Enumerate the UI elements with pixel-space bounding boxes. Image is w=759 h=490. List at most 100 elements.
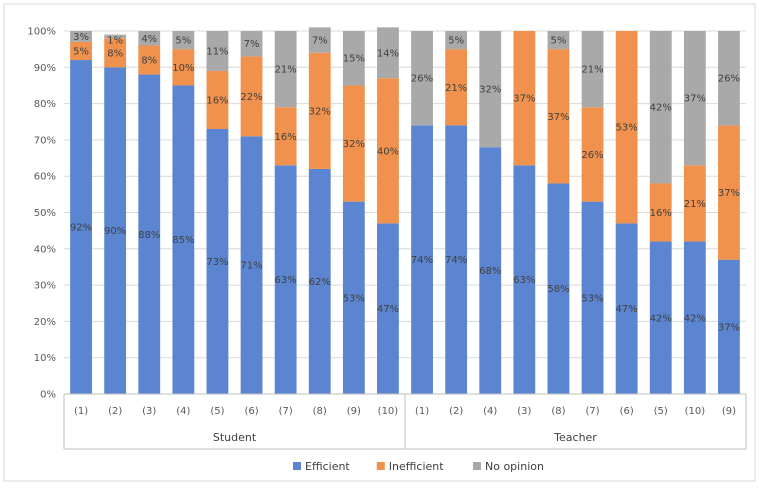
x-tick-label: (5) <box>210 406 224 417</box>
y-tick-label: 70% <box>34 135 56 146</box>
x-tick-label: (3) <box>142 406 156 417</box>
bar-segment-efficient <box>70 60 92 394</box>
bar-segment-no-opinion <box>377 27 399 79</box>
x-tick-label: (6) <box>244 406 258 417</box>
data-label: 71% <box>240 261 262 272</box>
bar-segment-efficient <box>683 241 706 394</box>
data-label: 16% <box>275 132 297 143</box>
bar-segment-inefficient <box>138 45 161 75</box>
data-label: 21% <box>684 199 706 210</box>
data-label: 22% <box>240 92 262 103</box>
y-tick-label: 30% <box>34 281 56 292</box>
data-label: 47% <box>616 304 638 315</box>
bar-segment-no-opinion <box>308 27 331 53</box>
data-label: 3% <box>73 32 89 43</box>
bar-segment-no-opinion <box>683 31 706 166</box>
data-label: 26% <box>411 74 433 85</box>
data-label: 37% <box>547 112 569 123</box>
data-label: 37% <box>513 94 535 105</box>
bar-segment-inefficient <box>308 52 331 169</box>
data-label: 7% <box>244 39 260 50</box>
x-tick-label: (9) <box>722 406 736 417</box>
x-tick-label: (7) <box>585 406 599 417</box>
bar-segment-inefficient <box>172 49 195 86</box>
bar-segment-inefficient <box>70 41 92 61</box>
x-tick-label: (6) <box>620 406 634 417</box>
data-label: 47% <box>377 304 399 315</box>
data-label: 53% <box>343 293 365 304</box>
y-tick-label: 0% <box>40 390 56 401</box>
bar-segment-inefficient <box>240 56 263 137</box>
legend: Efficient Inefficient No opinion <box>293 460 544 473</box>
x-tick-label: (2) <box>108 406 122 417</box>
bar-segment-efficient <box>206 129 229 394</box>
y-tick-label: 10% <box>34 353 56 364</box>
data-label: 5% <box>73 46 89 57</box>
data-label: 5% <box>551 36 567 47</box>
data-label: 21% <box>581 65 603 76</box>
x-tick-label: (9) <box>347 406 361 417</box>
bar-segment-no-opinion <box>342 31 365 86</box>
legend-label: Efficient <box>305 460 350 473</box>
legend-swatch <box>473 462 481 470</box>
bar-segment-efficient <box>445 125 468 394</box>
data-label: 63% <box>275 275 297 286</box>
data-label: 21% <box>445 83 467 94</box>
legend-label: Inefficient <box>389 460 444 473</box>
data-label: 26% <box>581 150 603 161</box>
x-tick-label: (8) <box>313 406 327 417</box>
bar-segment-no-opinion <box>479 31 502 148</box>
data-label: 32% <box>479 85 501 96</box>
bar-segment-no-opinion <box>206 31 229 71</box>
data-label: 37% <box>718 188 740 199</box>
bar-segment-inefficient <box>547 49 570 184</box>
bar-segment-inefficient <box>274 107 297 166</box>
bar-segment-efficient <box>172 85 195 394</box>
data-label: 92% <box>70 223 92 234</box>
group-label: Teacher <box>553 431 597 444</box>
bar-segment-no-opinion <box>70 31 92 42</box>
y-tick-label: 100% <box>27 27 56 38</box>
data-label: 90% <box>104 226 126 237</box>
bar-segment-efficient <box>308 168 331 394</box>
x-tick-label: (1) <box>415 406 429 417</box>
bar-segment-efficient <box>411 125 433 394</box>
data-label: 40% <box>377 146 399 157</box>
x-tick-label: (4) <box>483 406 497 417</box>
data-labels: 92%5%3%90%8%1%88%8%4%85%10%5%73%16%11%71… <box>70 32 740 333</box>
y-tick-label: 60% <box>34 172 56 183</box>
data-label: 37% <box>684 94 706 105</box>
bar-segment-efficient <box>342 201 365 394</box>
data-label: 15% <box>343 54 365 65</box>
data-label: 58% <box>547 284 569 295</box>
bar-segment-inefficient <box>649 183 672 242</box>
legend-label: No opinion <box>485 460 544 473</box>
x-tick-label: (10) <box>685 406 706 417</box>
bar-segment-efficient <box>479 147 502 394</box>
data-label: 4% <box>141 34 157 45</box>
data-label: 1% <box>107 36 123 47</box>
bar-segment-inefficient <box>377 78 399 224</box>
bar-segment-efficient <box>377 223 399 394</box>
data-label: 68% <box>479 266 501 277</box>
data-label: 42% <box>684 313 706 324</box>
bar-segment-efficient <box>138 74 161 394</box>
x-tick-label: (4) <box>176 406 190 417</box>
y-tick-label: 40% <box>34 244 56 255</box>
bar-segment-efficient <box>615 223 638 394</box>
bar-segment-efficient <box>240 136 263 394</box>
data-label: 8% <box>107 48 123 59</box>
data-label: 11% <box>206 46 228 57</box>
bar-segment-no-opinion <box>138 31 161 46</box>
bar-segment-no-opinion <box>240 31 263 57</box>
data-label: 37% <box>718 322 740 333</box>
bar-segment-no-opinion <box>104 34 127 39</box>
data-label: 42% <box>650 313 672 324</box>
bar-segment-no-opinion <box>274 31 297 108</box>
data-label: 16% <box>650 208 672 219</box>
bar-segment-inefficient <box>206 70 229 130</box>
data-label: 26% <box>718 74 740 85</box>
bar-segment-no-opinion <box>411 31 433 126</box>
